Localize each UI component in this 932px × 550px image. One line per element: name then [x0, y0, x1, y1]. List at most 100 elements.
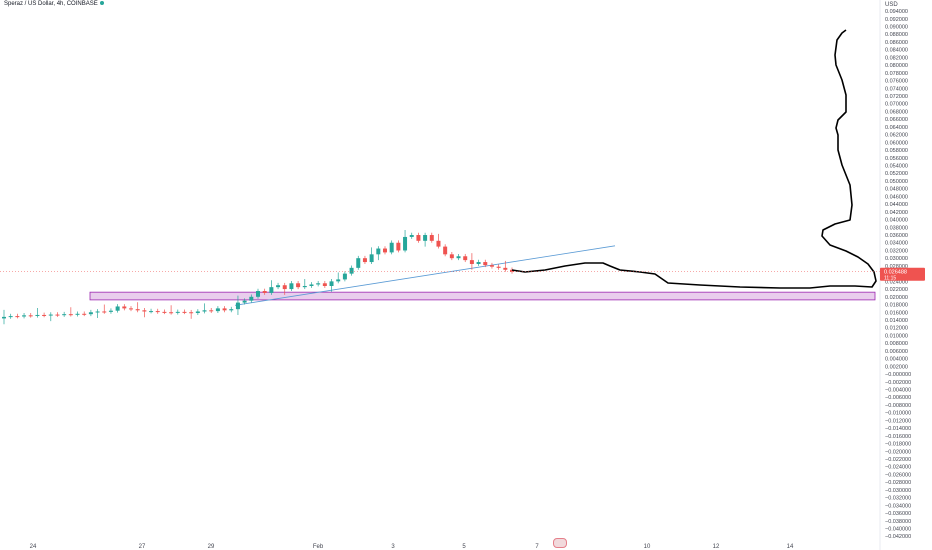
candle-body[interactable]	[356, 258, 361, 268]
candle-body[interactable]	[443, 246, 448, 255]
candle-body[interactable]	[249, 296, 254, 301]
candle-body[interactable]	[62, 314, 67, 316]
trendline[interactable]	[234, 245, 616, 306]
current-price-value: 0.026488	[884, 269, 907, 275]
price-axis-label: 0.074000	[885, 86, 908, 92]
projection-path[interactable]	[511, 29, 877, 289]
candle-body[interactable]	[456, 256, 461, 259]
candle-body[interactable]	[222, 308, 227, 311]
price-axis-label: 0.094000	[885, 9, 908, 15]
candle-body[interactable]	[162, 311, 167, 313]
price-axis-label: 0.088000	[885, 32, 908, 38]
candle-body[interactable]	[2, 316, 6, 319]
candle-body[interactable]	[429, 235, 434, 241]
candle-body[interactable]	[242, 300, 247, 303]
candle-body[interactable]	[369, 254, 374, 263]
candle-body[interactable]	[503, 267, 508, 270]
candle-body[interactable]	[42, 314, 47, 316]
candle-body[interactable]	[403, 236, 408, 251]
candle-body[interactable]	[149, 311, 154, 313]
candle-body[interactable]	[262, 291, 267, 293]
candle-body[interactable]	[489, 265, 494, 267]
candle-body[interactable]	[256, 291, 260, 297]
price-axis-label: 0.068000	[885, 109, 908, 115]
candle-body[interactable]	[22, 315, 27, 317]
support-zone[interactable]	[89, 291, 876, 301]
price-axis-label: 0.082000	[885, 55, 908, 61]
candle-body[interactable]	[322, 283, 327, 286]
candle-body[interactable]	[28, 315, 33, 317]
candle-body[interactable]	[75, 313, 80, 315]
candle-body[interactable]	[329, 281, 334, 286]
price-axis-label: −0.030000	[885, 488, 911, 494]
candle-body[interactable]	[209, 310, 214, 312]
price-axis-label: 0.078000	[885, 71, 908, 77]
candle-body[interactable]	[215, 308, 220, 312]
price-axis-label: 0.062000	[885, 133, 908, 139]
candle-body[interactable]	[316, 283, 321, 285]
price-axis-label: 0.014000	[885, 318, 908, 324]
candle-body[interactable]	[302, 285, 307, 288]
candle-body[interactable]	[289, 283, 294, 290]
candle-body[interactable]	[436, 240, 441, 247]
candle-body[interactable]	[229, 309, 234, 311]
candle-body[interactable]	[108, 310, 113, 312]
candle-body[interactable]	[416, 235, 421, 241]
candle-body[interactable]	[383, 248, 387, 253]
candle-body[interactable]	[102, 311, 107, 313]
tradingview-logo-icon[interactable]	[553, 538, 567, 548]
candle-body[interactable]	[142, 310, 147, 312]
candle-body[interactable]	[169, 312, 174, 314]
candle-body[interactable]	[376, 248, 381, 255]
candle-body[interactable]	[296, 283, 301, 288]
candle-body[interactable]	[389, 242, 394, 253]
candle-body[interactable]	[496, 266, 501, 268]
price-axis-label: 0.032000	[885, 248, 908, 254]
price-axis-label: 0.018000	[885, 303, 908, 309]
candle-body[interactable]	[463, 256, 468, 261]
candle-body[interactable]	[476, 262, 481, 264]
price-axis-label: 0.054000	[885, 164, 908, 170]
candle-body[interactable]	[129, 308, 133, 310]
candle-body[interactable]	[8, 316, 13, 318]
candle-body[interactable]	[469, 260, 474, 264]
candle-body[interactable]	[342, 273, 347, 280]
candle-body[interactable]	[95, 311, 100, 313]
candle-body[interactable]	[336, 279, 341, 282]
candle-body[interactable]	[155, 311, 160, 313]
candle-body[interactable]	[15, 316, 20, 318]
candle-body[interactable]	[309, 284, 314, 286]
candle-body[interactable]	[88, 312, 93, 315]
candle-body[interactable]	[349, 267, 354, 274]
candle-body[interactable]	[48, 314, 53, 316]
candle-body[interactable]	[396, 242, 401, 251]
candle-body[interactable]	[362, 258, 367, 263]
candle-body[interactable]	[175, 311, 180, 313]
price-axis-label: 0.008000	[885, 341, 908, 347]
candle-body[interactable]	[68, 314, 73, 316]
price-axis-label: −0.028000	[885, 480, 911, 486]
candle-body[interactable]	[35, 314, 40, 316]
candle-body[interactable]	[423, 235, 428, 241]
candle-body[interactable]	[55, 314, 60, 316]
price-axis-label: 0.050000	[885, 179, 908, 185]
candle-body[interactable]	[135, 309, 140, 311]
price-axis-label: 0.016000	[885, 310, 908, 316]
candle-body[interactable]	[269, 287, 274, 293]
candle-body[interactable]	[122, 306, 127, 309]
price-axis-label: −0.004000	[885, 387, 911, 393]
candle-body[interactable]	[235, 302, 240, 310]
price-axis-label: −0.020000	[885, 449, 911, 455]
candle-body[interactable]	[282, 285, 287, 290]
candle-body[interactable]	[409, 235, 414, 237]
candle-body[interactable]	[82, 313, 87, 315]
candle-body[interactable]	[182, 311, 187, 313]
candle-body[interactable]	[195, 311, 200, 314]
candle-body[interactable]	[276, 285, 281, 288]
candle-body[interactable]	[115, 306, 120, 311]
candle-body[interactable]	[202, 310, 207, 312]
candle-body[interactable]	[189, 312, 194, 314]
candle-body[interactable]	[483, 262, 488, 266]
candle-body[interactable]	[449, 254, 454, 259]
